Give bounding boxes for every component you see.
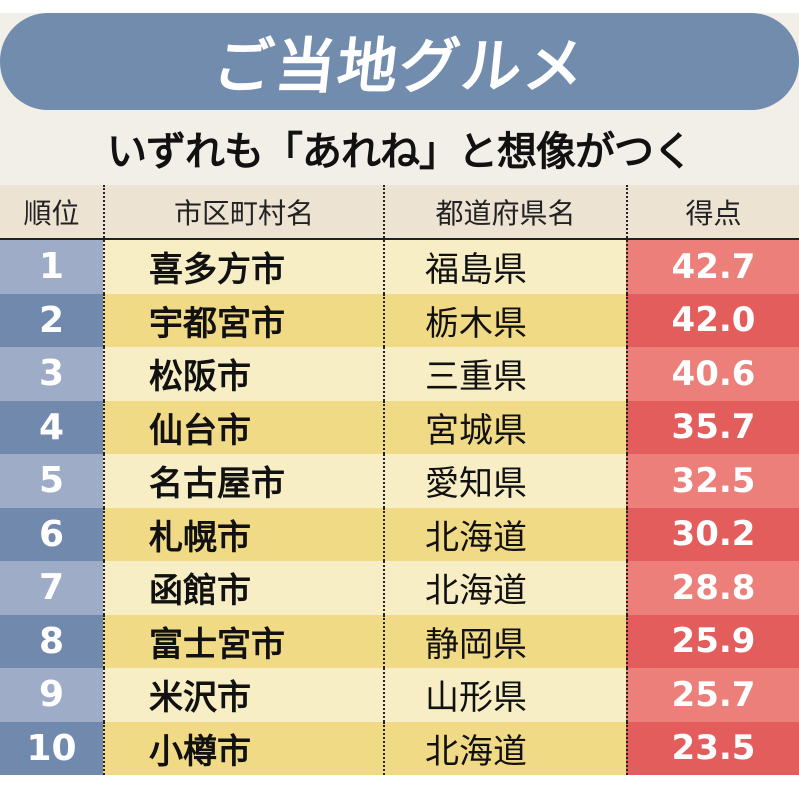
score-cell: 35.7 <box>626 400 799 454</box>
prefecture-cell: 静岡県 <box>383 614 626 668</box>
header-prefecture: 都道府県名 <box>383 185 626 238</box>
score-cell: 28.8 <box>626 561 799 615</box>
prefecture-cell: 三重県 <box>383 347 626 401</box>
city-cell: 小樽市 <box>103 721 383 775</box>
table-row: 7 函館市 北海道 28.8 <box>0 561 799 615</box>
city-cell: 函館市 <box>103 561 383 615</box>
score-cell: 42.0 <box>626 293 799 347</box>
rank-cell: 8 <box>0 614 103 668</box>
table-row: 8 富士宮市 静岡県 25.9 <box>0 614 799 668</box>
city-cell: 米沢市 <box>103 668 383 722</box>
city-cell: 名古屋市 <box>103 454 383 508</box>
rank-cell: 6 <box>0 507 103 561</box>
table-row: 4 仙台市 宮城県 35.7 <box>0 400 799 454</box>
table-row: 9 米沢市 山形県 25.7 <box>0 668 799 722</box>
rank-cell: 7 <box>0 561 103 615</box>
score-cell: 23.5 <box>626 721 799 775</box>
banner-title: ご当地グルメ <box>209 32 589 102</box>
prefecture-cell: 福島県 <box>383 240 626 294</box>
city-cell: 仙台市 <box>103 400 383 454</box>
header-city: 市区町村名 <box>103 185 383 238</box>
prefecture-cell: 栃木県 <box>383 293 626 347</box>
rank-cell: 1 <box>0 240 103 294</box>
rank-cell: 10 <box>0 721 103 775</box>
rank-cell: 3 <box>0 347 103 401</box>
score-cell: 42.7 <box>626 240 799 294</box>
city-cell: 宇都宮市 <box>103 293 383 347</box>
table-row: 2 宇都宮市 栃木県 42.0 <box>0 293 799 347</box>
header-score: 得点 <box>626 185 799 238</box>
table-row: 3 松阪市 三重県 40.6 <box>0 347 799 401</box>
prefecture-cell: 北海道 <box>383 561 626 615</box>
table-row: 10 小樽市 北海道 23.5 <box>0 721 799 775</box>
prefecture-cell: 山形県 <box>383 668 626 722</box>
header-rank: 順位 <box>23 196 80 230</box>
rank-cell: 4 <box>0 400 103 454</box>
score-cell: 30.2 <box>626 507 799 561</box>
rank-cell: 9 <box>0 668 103 722</box>
table-row: 6 札幌市 北海道 30.2 <box>0 507 799 561</box>
rank-cell: 2 <box>0 293 103 347</box>
prefecture-cell: 北海道 <box>383 721 626 775</box>
city-cell: 札幌市 <box>103 507 383 561</box>
prefecture-cell: 愛知県 <box>383 454 626 508</box>
rank-cell: 5 <box>0 454 103 508</box>
prefecture-cell: 宮城県 <box>383 400 626 454</box>
city-cell: 富士宮市 <box>103 614 383 668</box>
ranking-table: 順位 市区町村名 都道府県名 得点 1 喜多方市 福島県 42.7 2 宇都宮市… <box>0 185 799 775</box>
score-cell: 40.6 <box>626 347 799 401</box>
table-row: 5 名古屋市 愛知県 32.5 <box>0 454 799 508</box>
title-banner: ご当地グルメ <box>0 13 799 110</box>
subtitle: いずれも「あれね」と想像がつく <box>107 128 693 175</box>
score-cell: 25.7 <box>626 668 799 722</box>
table-row: 1 喜多方市 福島県 42.7 <box>0 240 799 294</box>
score-cell: 32.5 <box>626 454 799 508</box>
city-cell: 喜多方市 <box>103 240 383 294</box>
score-cell: 25.9 <box>626 614 799 668</box>
prefecture-cell: 北海道 <box>383 507 626 561</box>
city-cell: 松阪市 <box>103 347 383 401</box>
table-header-row: 順位 市区町村名 都道府県名 得点 <box>0 185 799 240</box>
